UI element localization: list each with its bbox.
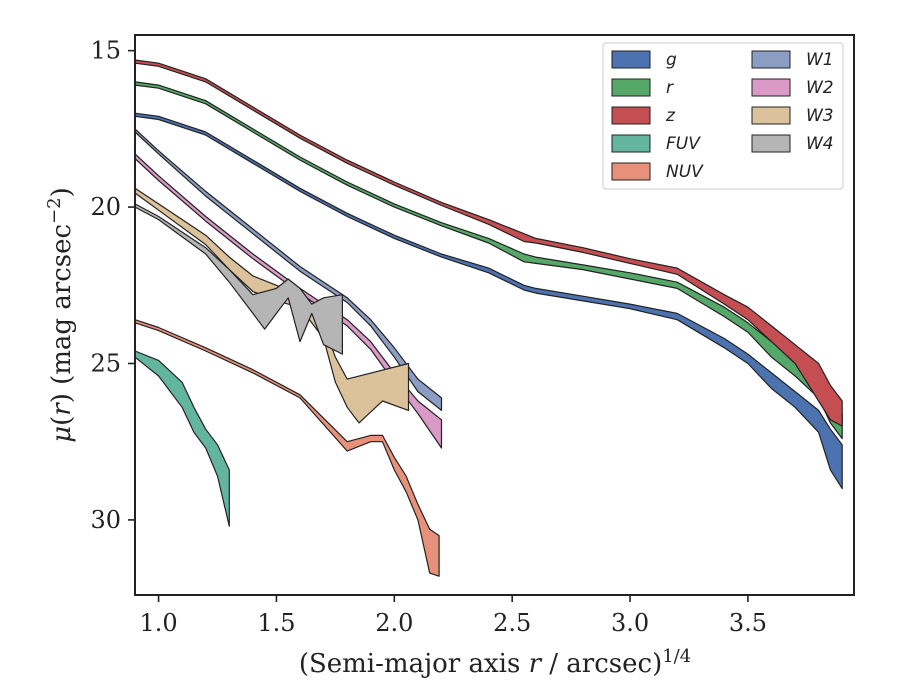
legend-label-w4: W4 xyxy=(806,134,834,154)
x-tick-label: 3.0 xyxy=(611,609,649,637)
x-tick-label: 3.5 xyxy=(729,609,767,637)
legend: grz FUV NUV W1 W2 W3 W4 xyxy=(602,42,844,190)
legend-swatch-nuv xyxy=(611,162,651,181)
x-tick-label: 1.0 xyxy=(139,609,177,637)
band-nuv xyxy=(134,319,440,577)
y-axis-label: μ(r) (mag arcsec−2) xyxy=(44,187,77,443)
legend-swatch-z xyxy=(611,106,651,125)
legend-label-z: z xyxy=(665,106,676,126)
legend-swatch-fuv xyxy=(611,134,651,153)
band-w4 xyxy=(134,203,343,355)
x-axis-label: (Semi-major axis r / arcsec)1/4 xyxy=(299,646,691,679)
legend-label-r: r xyxy=(666,78,674,98)
legend-swatch-w2 xyxy=(751,78,791,97)
legend-label-g: g xyxy=(666,50,677,70)
band-fuv xyxy=(134,350,230,527)
y-tick-label: 30 xyxy=(90,506,121,534)
legend-label-w3: W3 xyxy=(806,106,834,126)
x-tick-label: 2.5 xyxy=(493,609,531,637)
band-g xyxy=(134,112,843,490)
legend-label-w1: W1 xyxy=(806,50,834,70)
x-tick-label: 1.5 xyxy=(257,609,295,637)
y-tick-label: 20 xyxy=(90,193,121,221)
x-tick-label: 2.0 xyxy=(375,609,413,637)
legend-swatch-r xyxy=(611,78,651,97)
band-r xyxy=(134,81,843,440)
profile-bands xyxy=(134,59,843,577)
legend-swatch-w1 xyxy=(751,50,791,69)
band-z xyxy=(134,59,843,427)
plot-frame xyxy=(134,34,855,596)
legend-swatch-w3 xyxy=(751,106,791,125)
legend-label-w2: W2 xyxy=(806,78,834,98)
band-w2 xyxy=(134,153,443,449)
y-tick-label: 25 xyxy=(90,349,121,377)
axis-ticks: 1.0 1.5 2.0 2.5 3.0 3.5 15 20 25 30 xyxy=(90,37,767,637)
legend-label-nuv: NUV xyxy=(666,162,704,182)
legend-label-fuv: FUV xyxy=(666,134,701,154)
y-tick-label: 15 xyxy=(90,37,121,65)
legend-swatch-g xyxy=(611,50,651,69)
legend-swatch-w4 xyxy=(751,134,791,153)
band-w1 xyxy=(134,128,443,411)
